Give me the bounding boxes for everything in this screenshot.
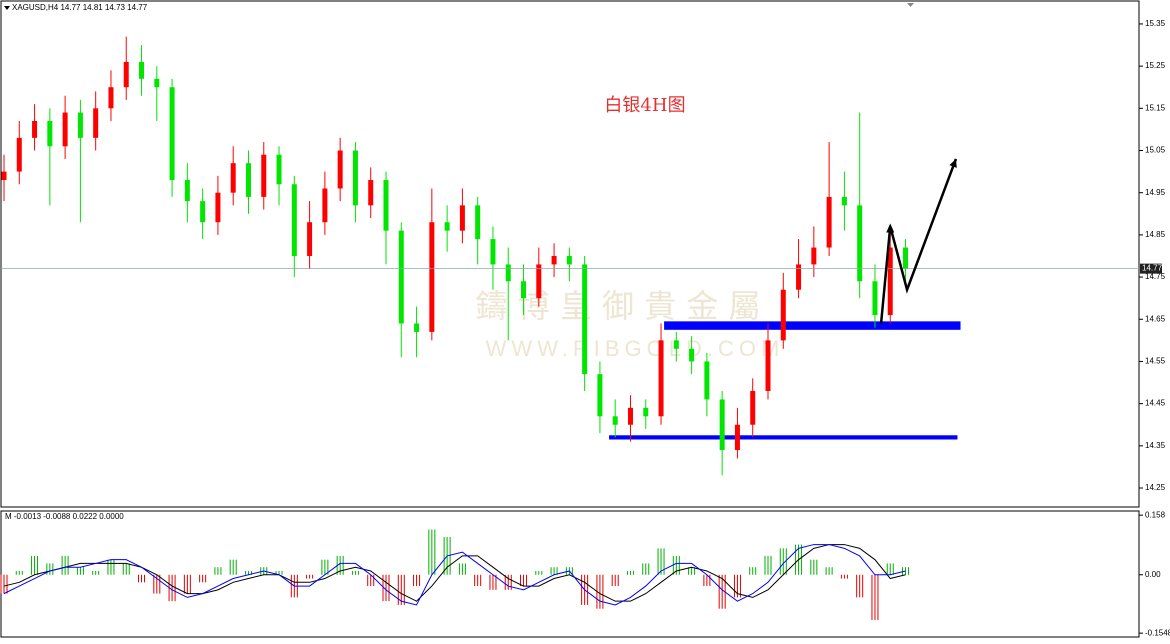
y-tick-label: 14.35	[1145, 441, 1166, 450]
arrow-head	[886, 223, 895, 233]
current-price-label: 14.77	[1142, 264, 1163, 273]
candle-body	[414, 323, 420, 332]
candle-body	[643, 407, 649, 417]
y-tick-label: 14.25	[1145, 483, 1166, 492]
candle-body	[857, 205, 863, 282]
candle-body	[261, 154, 267, 197]
candle-body	[887, 247, 893, 316]
y-tick-label: 14.65	[1145, 314, 1166, 323]
candle-body	[582, 264, 588, 375]
candle-body	[383, 180, 389, 231]
candle-body	[93, 108, 99, 138]
candle-body	[307, 222, 313, 256]
candle-body	[780, 289, 786, 341]
candle-body	[368, 180, 374, 206]
candle-body	[77, 112, 83, 138]
candle-body	[673, 340, 679, 349]
candle-body	[566, 255, 572, 265]
level-band	[664, 321, 961, 330]
candle-body	[826, 196, 832, 248]
candle-body	[689, 348, 695, 362]
trend-arrow	[879, 158, 958, 324]
candle-body	[276, 154, 282, 185]
candle-body	[811, 247, 817, 265]
candle-body	[765, 340, 771, 391]
candle-body	[658, 340, 664, 417]
y-tick-label: 14.75	[1145, 272, 1166, 281]
y-tick-label: 14.85	[1145, 230, 1166, 239]
candle-body	[459, 205, 465, 231]
scroll-marker	[907, 3, 914, 7]
candle-body	[490, 239, 496, 265]
candle-body	[429, 222, 435, 332]
candle-body	[47, 120, 53, 147]
candle-body	[337, 150, 343, 189]
main-panel	[0, 0, 1140, 508]
candle-body	[612, 416, 618, 425]
y-tick-label: 14.45	[1145, 399, 1166, 408]
y-tick-label: 15.35	[1145, 19, 1166, 28]
y-tick-label: 15.05	[1145, 146, 1166, 155]
candle-body	[169, 87, 175, 181]
y-tick-label: 0.00	[1145, 570, 1161, 579]
candle-body	[322, 188, 328, 223]
y-tick-label: 14.55	[1145, 357, 1166, 366]
candle-body	[597, 374, 603, 417]
candle-body	[245, 163, 251, 197]
macd-line	[3, 544, 906, 602]
candle-body	[16, 137, 22, 172]
candle-body	[398, 230, 404, 324]
header-icon	[4, 6, 10, 10]
macd-header: M -0.0013 -0.0088 0.0222 0.0000	[5, 512, 124, 521]
candle-body	[1, 171, 7, 181]
candle-body	[154, 78, 160, 88]
candle-body	[796, 264, 802, 290]
candle-body	[123, 61, 129, 88]
symbol-header: XAGUSD,H4 14.77 14.81 14.73 14.77	[12, 3, 148, 12]
candle-body	[200, 201, 206, 223]
candle-body	[230, 163, 236, 193]
macd-panel	[0, 510, 1140, 638]
y-tick-label: 0.158	[1145, 510, 1166, 519]
candle-body	[536, 264, 542, 299]
candle-body	[903, 247, 909, 269]
y-tick-label: 15.25	[1145, 61, 1166, 70]
candle-body	[734, 424, 740, 451]
candle-body	[627, 407, 633, 425]
candle-body	[444, 222, 450, 231]
candle-body	[475, 205, 481, 240]
candle-body	[291, 184, 297, 256]
candle-body	[872, 281, 878, 316]
y-tick-label: 14.95	[1145, 188, 1166, 197]
candle-body	[352, 150, 358, 206]
candle-body	[841, 196, 847, 206]
watermark-url: WWW.RIBGOLD.COM	[486, 336, 785, 361]
candle-body	[704, 361, 710, 400]
macd-line	[3, 544, 906, 606]
candle-body	[108, 87, 114, 109]
candle-body	[184, 180, 190, 202]
level-band	[609, 435, 958, 440]
y-tick-label: 15.15	[1145, 103, 1166, 112]
candle-body	[551, 255, 557, 265]
candle-body	[139, 61, 145, 79]
arrow-head	[949, 158, 957, 168]
candle-body	[32, 120, 38, 138]
y-tick-label: -0.1548	[1145, 628, 1170, 637]
watermark: 鑄 博 皇 御 貴 金 屬	[475, 287, 760, 325]
candle-body	[62, 112, 68, 147]
candle-body	[719, 399, 725, 451]
candle-body	[505, 264, 511, 282]
candle-body	[750, 390, 756, 425]
current-price-box	[1140, 263, 1162, 274]
annotation: 白银4H图	[604, 95, 685, 116]
candle-body	[215, 192, 221, 223]
candle-body	[521, 281, 527, 299]
